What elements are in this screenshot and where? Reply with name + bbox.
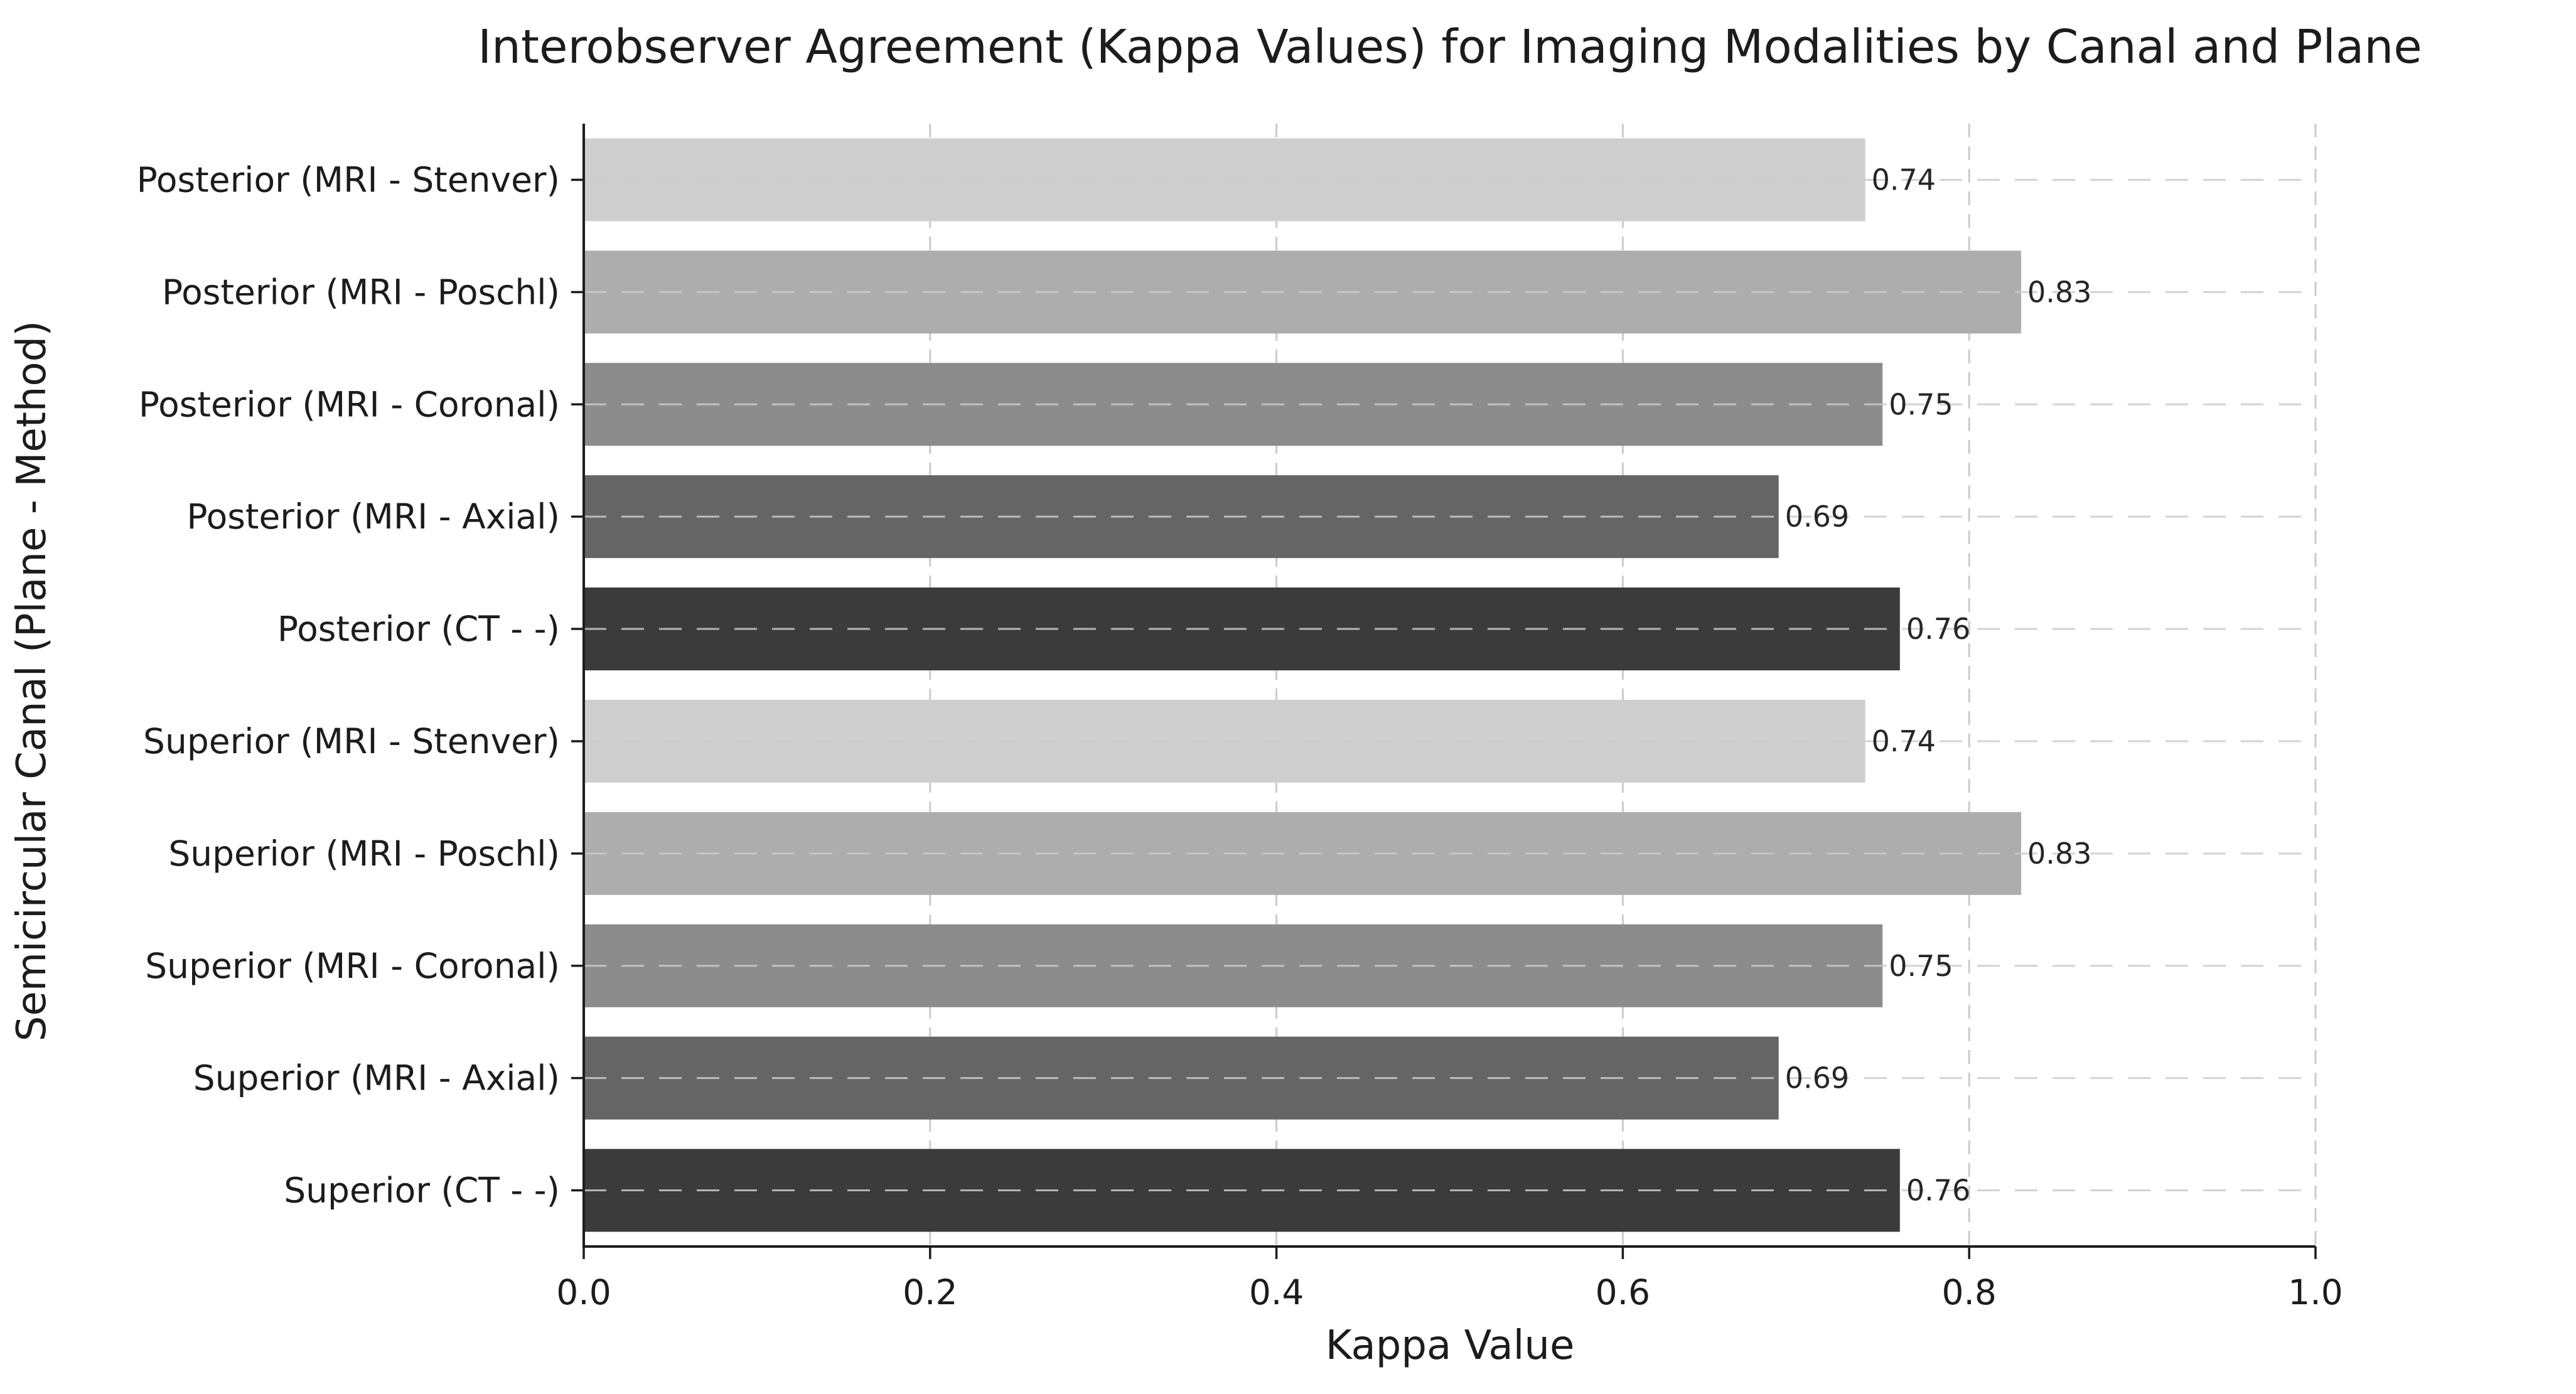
- bar-value-label: 0.75: [1889, 387, 1953, 421]
- y-tick-label: Superior (MRI - Coronal): [145, 946, 560, 986]
- bar: [584, 1036, 1779, 1120]
- bar-value-label: 0.74: [1872, 163, 1936, 196]
- x-tick-label: 1.0: [2288, 1272, 2343, 1312]
- y-tick-label: Superior (MRI - Poschl): [168, 834, 560, 874]
- x-tick-label: 0.4: [1249, 1272, 1304, 1312]
- bar-value-label: 0.69: [1785, 1061, 1849, 1095]
- y-tick-label: Posterior (MRI - Axial): [186, 496, 560, 537]
- y-tick-label: Superior (CT - -): [284, 1171, 560, 1211]
- axes-spines: [582, 124, 2316, 1248]
- bar-value-label: 0.69: [1785, 500, 1849, 533]
- bar: [584, 475, 1779, 559]
- y-tick-label: Superior (MRI - Axial): [193, 1058, 560, 1098]
- bar-value-label: 0.83: [2027, 275, 2091, 309]
- bar-value-label: 0.75: [1889, 949, 1953, 983]
- bar-value-label: 0.76: [1906, 612, 1970, 646]
- horizontal-gridlines: [584, 178, 2316, 1192]
- x-tick-label: 0.0: [556, 1272, 611, 1312]
- x-tick-label: 0.2: [903, 1272, 957, 1312]
- y-tick-label: Posterior (MRI - Poschl): [162, 272, 560, 312]
- x-tick-label: 0.8: [1941, 1272, 1996, 1312]
- bar-value-label: 0.76: [1906, 1174, 1970, 1208]
- bar-value-labels: 0.74 0.83 0.75 0.69 0.76 0.74 0.83 0.75 0.69 0.76: [1785, 163, 2092, 1207]
- y-tick-label: Superior (MRI - Stenver): [143, 721, 560, 761]
- y-tick-label: Posterior (CT - -): [277, 609, 560, 649]
- chart-title: Interobserver Agreement (Kappa Values) f…: [478, 20, 2422, 74]
- bar-value-label: 0.74: [1872, 724, 1936, 758]
- x-axis-label: Kappa Value: [1326, 1322, 1575, 1369]
- y-axis-label: Semicircular Canal (Plane - Method): [9, 321, 55, 1042]
- bar-value-label: 0.83: [2027, 837, 2091, 871]
- tick-labels: 0.0 0.2 0.4 0.6 0.8 1.0 Posterior (MRI - Stenv…: [137, 159, 2343, 1312]
- tick-marks: [571, 178, 2317, 1259]
- x-tick-label: 0.6: [1596, 1272, 1650, 1312]
- y-tick-label: Posterior (MRI - Coronal): [139, 384, 560, 424]
- y-tick-label: Posterior (MRI - Stenver): [137, 159, 560, 200]
